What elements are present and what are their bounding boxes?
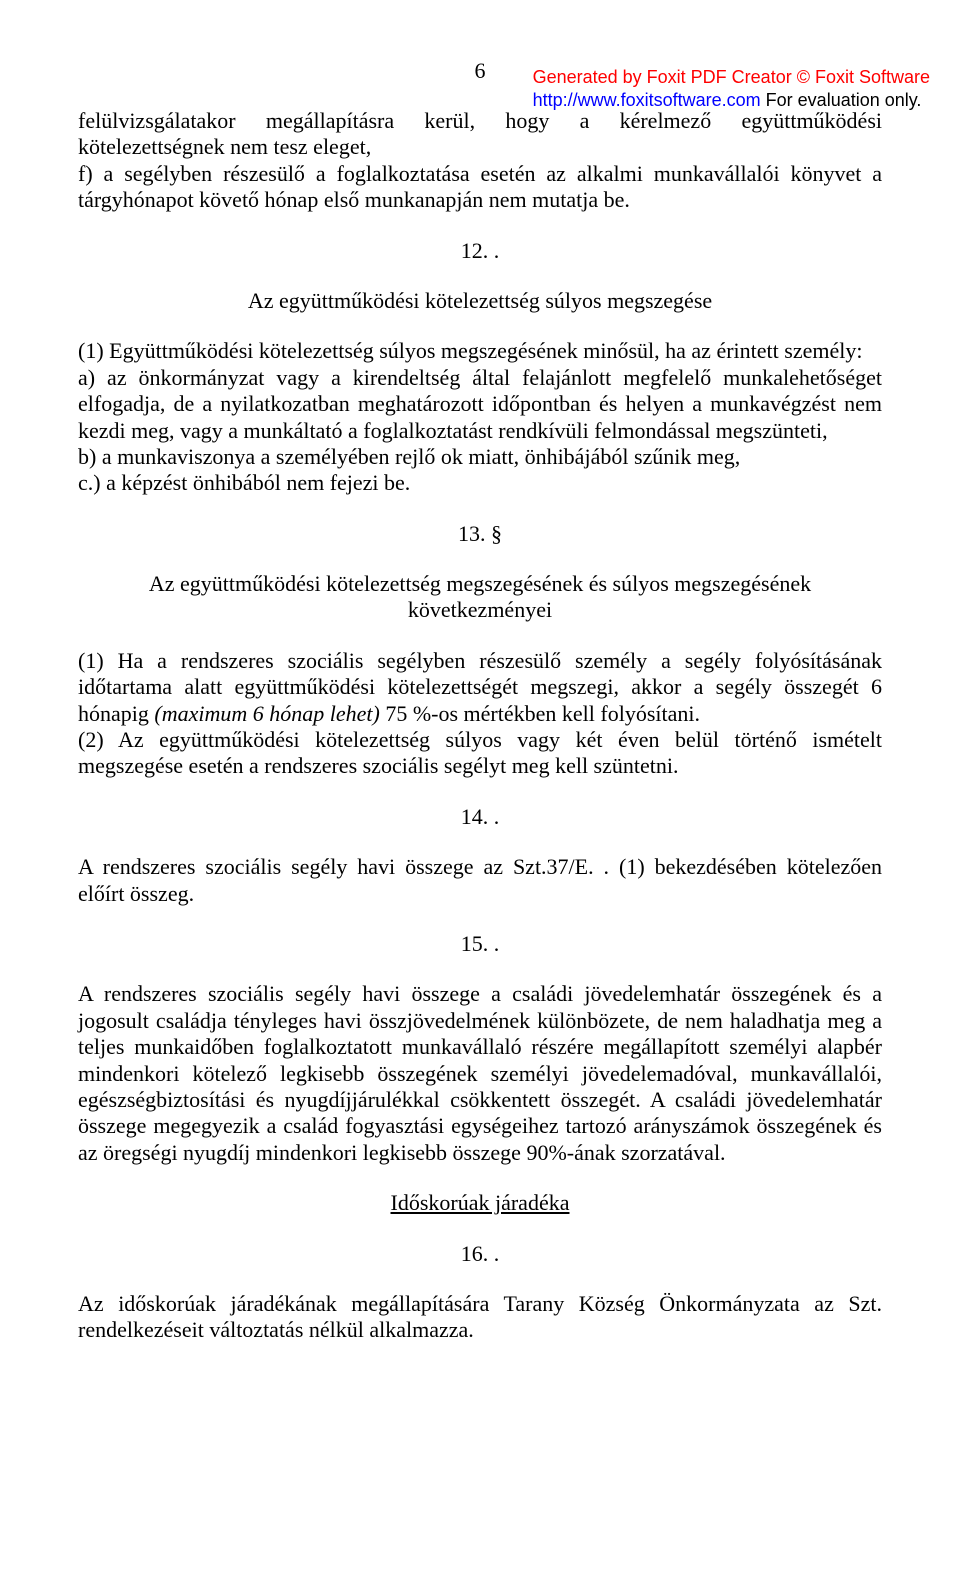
idoskoruak-heading: Időskorúak járadéka (78, 1190, 882, 1216)
watermark-suffix: For evaluation only. (761, 90, 922, 110)
watermark-url: http://www.foxitsoftware.com (533, 90, 761, 110)
watermark-line-2: http://www.foxitsoftware.com For evaluat… (533, 89, 930, 112)
watermark-line-1: Generated by Foxit PDF Creator © Foxit S… (533, 66, 930, 89)
section-13-title-line2: következményei (78, 597, 882, 623)
section-14-number: 14. . (78, 804, 882, 830)
section-12-p1: (1) Együttműködési kötelezettség súlyos … (78, 338, 882, 364)
section-12-a: a) az önkormányzat vagy a kirendeltség á… (78, 365, 882, 444)
section-12-number: 12. . (78, 238, 882, 264)
idoskoruak-heading-text: Időskorúak járadéka (391, 1190, 570, 1215)
section-13-p1: (1) Ha a rendszeres szociális segélyben … (78, 648, 882, 727)
pdf-creator-watermark: Generated by Foxit PDF Creator © Foxit S… (533, 66, 930, 111)
section-16-p: Az időskorúak járadékának megállapításár… (78, 1291, 882, 1344)
section-16-number: 16. . (78, 1241, 882, 1267)
section-13-p1-c: 75 %-os mértékben kell folyósítani. (385, 701, 700, 726)
section-12-c: c.) a képzést önhibából nem fejezi be. (78, 470, 882, 496)
paragraph-intro-f: f) a segélyben részesülő a foglalkoztatá… (78, 161, 882, 214)
section-12-title: Az együttműködési kötelezettség súlyos m… (78, 288, 882, 314)
section-13-p2: (2) Az együttműködési kötelezettség súly… (78, 727, 882, 780)
paragraph-intro-1: felülvizsgálatakor megállapításra kerül,… (78, 108, 882, 161)
section-13-number: 13. § (78, 521, 882, 547)
document-body: felülvizsgálatakor megállapításra kerül,… (0, 108, 960, 1384)
section-12-b: b) a munkaviszonya a személyében rejlő o… (78, 444, 882, 470)
section-15-p: A rendszeres szociális segély havi össze… (78, 981, 882, 1166)
section-15-number: 15. . (78, 931, 882, 957)
section-13-title-line1: Az együttműködési kötelezettség megszegé… (78, 571, 882, 597)
section-13-p1-italic: (maximum 6 hónap lehet) (154, 701, 385, 726)
section-14-p: A rendszeres szociális segély havi össze… (78, 854, 882, 907)
